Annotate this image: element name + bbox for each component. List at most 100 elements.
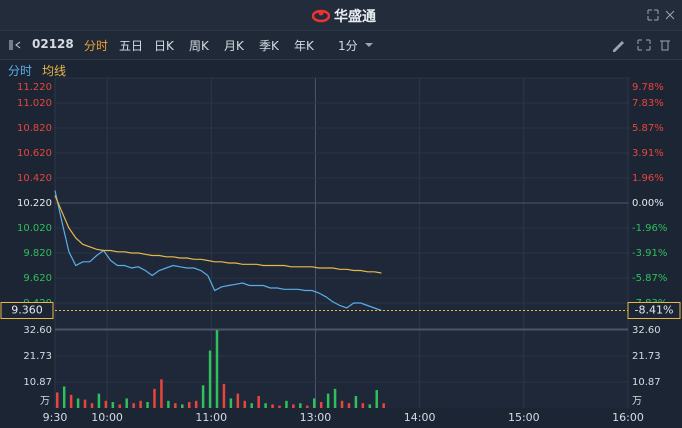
volume-bar: [153, 388, 156, 408]
y-tick-label: 11.020: [17, 98, 52, 109]
toolbar: 02128 1分 分时 五日 日K 周K 月K 季K 年K: [0, 30, 682, 60]
dropdown-arrow[interactable]: [364, 42, 374, 48]
last-price-box: [0, 302, 54, 319]
volume-bar: [125, 398, 128, 408]
tool-icons[interactable]: [610, 37, 676, 53]
y-tick-label: 10.020: [17, 223, 52, 234]
y2-tick-label: 1.96%: [632, 173, 664, 184]
volume-bar: [215, 330, 219, 408]
x-tick-label: 16:00: [612, 411, 644, 424]
volume-bar: [208, 350, 212, 408]
volume-bar: [382, 403, 385, 408]
last-change-box: [627, 301, 681, 319]
y2-tick-label: 9.78%: [632, 82, 664, 93]
volume-bar: [292, 404, 295, 408]
logo: 华盛通: [334, 9, 376, 25]
x-tick-label: 15:00: [508, 411, 540, 424]
volume-bar: [160, 379, 163, 408]
volume-bar: [271, 404, 274, 408]
y2-tick-label: 7.83%: [632, 98, 664, 109]
volume-bar: [250, 403, 253, 408]
volume-bar: [69, 394, 73, 408]
volume-tick-label-right: 10.87: [632, 377, 661, 388]
tab[interactable]: 分时: [84, 39, 109, 53]
tab[interactable]: 季K: [259, 39, 279, 53]
plot-background: [55, 78, 628, 408]
legend-entry: 均线: [42, 64, 67, 78]
y-tick-label: 10.820: [17, 123, 52, 134]
y2-tick-label: -1.96%: [632, 223, 667, 234]
volume-bar: [368, 404, 372, 408]
stock-code: 02128: [32, 37, 74, 51]
tab[interactable]: 周K: [189, 39, 209, 53]
volume-bar: [312, 398, 316, 408]
volume-bar: [187, 402, 191, 408]
volume-bar: [222, 384, 226, 408]
volume-bar: [326, 393, 330, 408]
y-tick-label: 10.420: [17, 173, 52, 184]
tab[interactable]: 年K: [294, 39, 314, 53]
volume-tick-label-right: 21.73: [632, 351, 661, 362]
volume-bar: [236, 393, 240, 408]
y-tick-label: 10.220: [17, 198, 52, 209]
x-tick-label: 13:00: [300, 411, 332, 424]
x-tick-label: 9:30: [43, 411, 68, 424]
x-tick-label: 11:00: [195, 411, 227, 424]
volume-bar: [90, 403, 94, 408]
volume-bar: [76, 398, 80, 408]
series-line: [54, 190, 382, 312]
volume-bar: [104, 400, 108, 408]
volume-bar: [194, 400, 198, 408]
volume-tick-label: 21.73: [23, 351, 52, 362]
volume-bar: [132, 403, 135, 408]
volume-bar: [56, 392, 59, 408]
tab[interactable]: 日K: [154, 39, 174, 53]
legend: 分时 均线: [0, 59, 682, 79]
volume-bar: [306, 405, 309, 408]
volume-bar: [257, 396, 260, 408]
volume-bar: [139, 400, 142, 408]
logo-icon: [312, 9, 330, 23]
series-line: [54, 195, 382, 274]
volume-bar: [243, 400, 247, 408]
tab[interactable]: 月K: [224, 39, 244, 53]
volume-bar: [375, 390, 378, 408]
collapse-icon[interactable]: [8, 39, 24, 51]
volume-unit: 万: [40, 396, 50, 407]
volume-bar: [62, 386, 66, 408]
volume-bar: [83, 399, 87, 408]
volume-bar: [229, 398, 233, 408]
volume-tick-label: 10.87: [23, 377, 52, 388]
y-tick-label: 9.820: [23, 248, 52, 259]
volume-bar: [299, 403, 302, 408]
interval[interactable]: 1分: [338, 39, 358, 53]
window-icons[interactable]: [646, 8, 676, 22]
y2-tick-label: 5.87%: [632, 123, 664, 134]
volume-bar: [264, 403, 267, 408]
volume-bar: [97, 393, 101, 408]
y2-tick-label: 0.00%: [632, 198, 664, 209]
last-price-label: 9.360: [11, 304, 43, 317]
x-tick-label: 14:00: [404, 411, 436, 424]
volume-bar: [285, 400, 288, 408]
volume-bar: [354, 396, 358, 408]
last-change-label: -8.41%: [635, 303, 674, 316]
volume-bar: [174, 403, 177, 408]
y-tick-label: 10.620: [17, 148, 52, 159]
volume-tick-label: 32.60: [23, 325, 52, 336]
volume-bar: [111, 402, 115, 408]
volume-bar: [118, 404, 122, 408]
tab[interactable]: 五日: [119, 39, 144, 53]
volume-bar: [347, 403, 351, 408]
legend-entry: 分时: [8, 64, 33, 78]
y2-tick-label: 3.91%: [632, 148, 664, 159]
volume-bar: [278, 405, 281, 408]
volume-bar: [181, 404, 184, 408]
volume-bar: [201, 385, 205, 408]
volume-tick-label-right: 32.60: [632, 325, 661, 336]
x-tick-label: 10:00: [91, 411, 123, 424]
volume-unit-right: 万: [632, 396, 642, 407]
top-bar: 华盛通: [0, 0, 682, 30]
